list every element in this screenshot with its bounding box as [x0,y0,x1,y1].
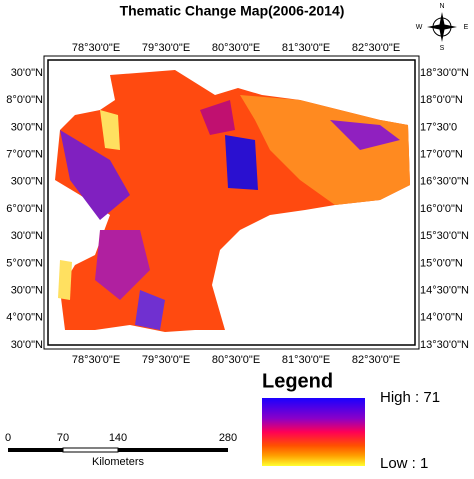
lon-label: 82°30'0"E [352,354,400,366]
lat-label: 18°0'0"N [420,94,463,106]
legend-high: High : 71 [380,389,440,406]
lat-label: 30'0"N [11,121,43,133]
lon-label: 78°30'0"E [72,354,120,366]
lat-label: 14°0'0"N [420,312,463,324]
lon-label: 81°30'0"E [282,42,330,54]
lat-label: 4°0'0"N [6,312,43,324]
scale-tick: 70 [57,432,69,444]
latitude-labels: 30'0"N 8°0'0"N 30'0"N 7°0'0"N 30'0"N 6°0'0"N 3… [6,67,469,351]
map-region-east [240,95,410,205]
lon-label: 79°30'0"E [142,42,190,54]
lat-label: 16°30'0"N [420,176,469,188]
map-patch [95,230,150,300]
lon-label: 79°30'0"E [142,354,190,366]
map-patch [225,135,258,190]
longitude-labels: 78°30'0"E 79°30'0"E 80°30'0"E 81°30'0"E … [72,42,400,366]
lat-label: 13°30'0"N [420,339,469,351]
scale-unit: Kilometers [92,456,144,468]
lat-label: 30'0"N [11,285,43,297]
legend-title: Legend [262,370,333,392]
compass-w: W [416,24,423,31]
map-patch [330,120,400,150]
lat-label: 18°30'0"N [420,67,469,79]
map-outer-frame [43,55,420,350]
lat-label: 14°30'0"N [420,285,469,297]
lon-label: 81°30'0"E [282,354,330,366]
map-title: Thematic Change Map(2006-2014) [120,3,345,19]
scale-bar: 0 70 140 280 Kilometers [5,432,237,468]
compass-n: N [439,3,444,10]
map-patch [60,130,130,220]
lat-label: 30'0"N [11,176,43,188]
scale-tick: 280 [219,432,237,444]
lon-label: 80°30'0"E [212,354,260,366]
legend-ramp [262,398,365,466]
scale-tick: 0 [5,432,11,444]
lat-label: 7°0'0"N [6,149,43,161]
map-patch [135,290,165,330]
lat-label: 6°0'0"N [6,203,43,215]
lat-label: 16°0'0"N [420,203,463,215]
lat-label: 8°0'0"N [6,94,43,106]
lat-label: 17°0'0"N [420,149,463,161]
map-patch [100,110,120,150]
lat-label: 5°0'0"N [6,257,43,269]
lat-label: 15°30'0"N [420,230,469,242]
compass-e: E [464,24,469,31]
lat-label: 30'0"N [11,67,43,79]
study-area [55,70,410,332]
lon-label: 82°30'0"E [352,42,400,54]
lon-label: 78°30'0"E [72,42,120,54]
legend-low: Low : 1 [380,455,428,472]
lat-label: 15°0'0"N [420,257,463,269]
compass-s: S [440,45,445,52]
map-patch [200,100,235,135]
lon-label: 80°30'0"E [212,42,260,54]
scale-tick: 140 [109,432,127,444]
lat-label: 17°30'0 [420,121,457,133]
legend: Legend High : 71 Low : 1 [262,370,440,472]
lat-label: 30'0"N [11,339,43,351]
map-patch [58,260,72,300]
compass: N E S W [416,3,469,52]
lat-label: 30'0"N [11,230,43,242]
